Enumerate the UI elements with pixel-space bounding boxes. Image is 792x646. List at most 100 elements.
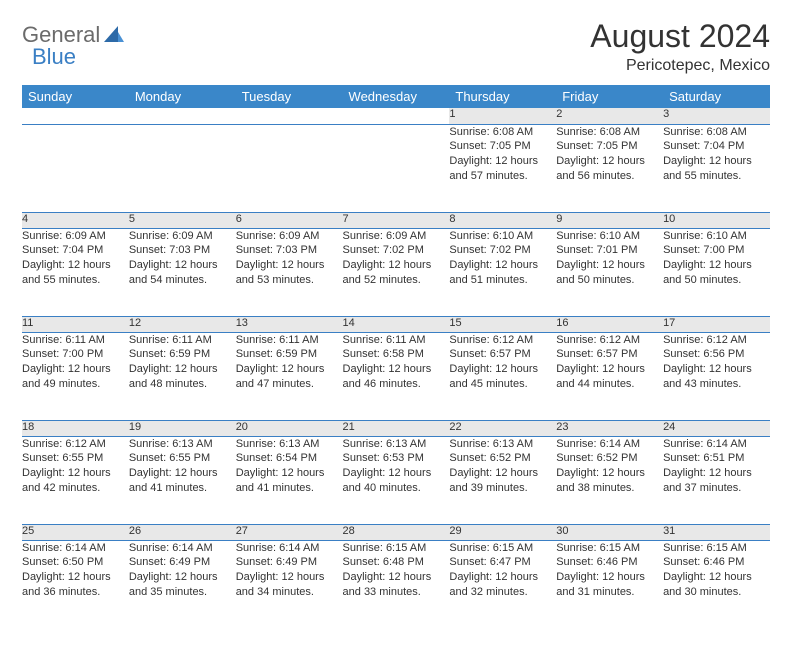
daylight-text: Daylight: 12 hours and 40 minutes. <box>343 466 450 496</box>
day-data-cell: Sunrise: 6:11 AMSunset: 6:58 PMDaylight:… <box>343 332 450 420</box>
weekday-header: Monday <box>129 85 236 108</box>
daylight-text: Daylight: 12 hours and 55 minutes. <box>663 154 770 184</box>
logo-text-blue: Blue <box>32 44 76 69</box>
header: General August 2024 Pericotepec, Mexico <box>22 18 770 75</box>
sunrise-text: Sunrise: 6:13 AM <box>236 437 343 452</box>
day-number-cell: 12 <box>129 316 236 332</box>
daylight-text: Daylight: 12 hours and 38 minutes. <box>556 466 663 496</box>
daynum-row: 18192021222324 <box>22 420 770 436</box>
day-data-cell: Sunrise: 6:09 AMSunset: 7:02 PMDaylight:… <box>343 228 450 316</box>
daynum-row: 45678910 <box>22 212 770 228</box>
day-data-cell: Sunrise: 6:09 AMSunset: 7:04 PMDaylight:… <box>22 228 129 316</box>
sunset-text: Sunset: 6:53 PM <box>343 451 450 466</box>
sunset-text: Sunset: 6:46 PM <box>663 555 770 570</box>
day-data-cell: Sunrise: 6:14 AMSunset: 6:49 PMDaylight:… <box>129 540 236 628</box>
day-data-cell: Sunrise: 6:12 AMSunset: 6:56 PMDaylight:… <box>663 332 770 420</box>
weekday-header: Tuesday <box>236 85 343 108</box>
day-data-cell <box>343 124 450 212</box>
day-number-cell: 31 <box>663 524 770 540</box>
sunrise-text: Sunrise: 6:14 AM <box>663 437 770 452</box>
sunset-text: Sunset: 6:49 PM <box>129 555 236 570</box>
sunrise-text: Sunrise: 6:09 AM <box>22 229 129 244</box>
day-number-cell: 16 <box>556 316 663 332</box>
daylight-text: Daylight: 12 hours and 49 minutes. <box>22 362 129 392</box>
weekday-header: Friday <box>556 85 663 108</box>
day-data-cell: Sunrise: 6:15 AMSunset: 6:48 PMDaylight:… <box>343 540 450 628</box>
weekday-header: Wednesday <box>343 85 450 108</box>
day-number-cell <box>129 108 236 124</box>
sunset-text: Sunset: 7:05 PM <box>449 139 556 154</box>
day-data-cell: Sunrise: 6:12 AMSunset: 6:57 PMDaylight:… <box>556 332 663 420</box>
daylight-text: Daylight: 12 hours and 51 minutes. <box>449 258 556 288</box>
day-number-cell: 8 <box>449 212 556 228</box>
daynum-row: 11121314151617 <box>22 316 770 332</box>
sunset-text: Sunset: 6:57 PM <box>449 347 556 362</box>
sunset-text: Sunset: 6:59 PM <box>129 347 236 362</box>
sunset-text: Sunset: 7:00 PM <box>663 243 770 258</box>
daylight-text: Daylight: 12 hours and 50 minutes. <box>556 258 663 288</box>
day-data-cell: Sunrise: 6:10 AMSunset: 7:02 PMDaylight:… <box>449 228 556 316</box>
sunrise-text: Sunrise: 6:15 AM <box>449 541 556 556</box>
day-number-cell: 30 <box>556 524 663 540</box>
day-number-cell: 3 <box>663 108 770 124</box>
day-data-cell: Sunrise: 6:08 AMSunset: 7:05 PMDaylight:… <box>449 124 556 212</box>
data-row: Sunrise: 6:08 AMSunset: 7:05 PMDaylight:… <box>22 124 770 212</box>
day-number-cell: 27 <box>236 524 343 540</box>
sunset-text: Sunset: 7:05 PM <box>556 139 663 154</box>
day-data-cell: Sunrise: 6:15 AMSunset: 6:46 PMDaylight:… <box>556 540 663 628</box>
day-data-cell: Sunrise: 6:14 AMSunset: 6:52 PMDaylight:… <box>556 436 663 524</box>
sunset-text: Sunset: 6:49 PM <box>236 555 343 570</box>
sunset-text: Sunset: 7:03 PM <box>129 243 236 258</box>
data-row: Sunrise: 6:12 AMSunset: 6:55 PMDaylight:… <box>22 436 770 524</box>
sunrise-text: Sunrise: 6:10 AM <box>556 229 663 244</box>
daylight-text: Daylight: 12 hours and 35 minutes. <box>129 570 236 600</box>
daylight-text: Daylight: 12 hours and 56 minutes. <box>556 154 663 184</box>
sunset-text: Sunset: 6:54 PM <box>236 451 343 466</box>
sunset-text: Sunset: 6:52 PM <box>449 451 556 466</box>
sunrise-text: Sunrise: 6:08 AM <box>556 125 663 140</box>
day-number-cell: 9 <box>556 212 663 228</box>
day-number-cell <box>236 108 343 124</box>
logo-triangle-icon <box>104 26 124 47</box>
daylight-text: Daylight: 12 hours and 50 minutes. <box>663 258 770 288</box>
sunrise-text: Sunrise: 6:13 AM <box>129 437 236 452</box>
day-data-cell: Sunrise: 6:13 AMSunset: 6:55 PMDaylight:… <box>129 436 236 524</box>
daylight-text: Daylight: 12 hours and 34 minutes. <box>236 570 343 600</box>
day-number-cell: 18 <box>22 420 129 436</box>
day-number-cell: 25 <box>22 524 129 540</box>
daylight-text: Daylight: 12 hours and 41 minutes. <box>236 466 343 496</box>
day-number-cell: 10 <box>663 212 770 228</box>
day-data-cell: Sunrise: 6:09 AMSunset: 7:03 PMDaylight:… <box>129 228 236 316</box>
weekday-header-row: Sunday Monday Tuesday Wednesday Thursday… <box>22 85 770 108</box>
daylight-text: Daylight: 12 hours and 43 minutes. <box>663 362 770 392</box>
day-number-cell: 17 <box>663 316 770 332</box>
day-number-cell: 15 <box>449 316 556 332</box>
daylight-text: Daylight: 12 hours and 41 minutes. <box>129 466 236 496</box>
sunset-text: Sunset: 6:58 PM <box>343 347 450 362</box>
day-data-cell: Sunrise: 6:08 AMSunset: 7:04 PMDaylight:… <box>663 124 770 212</box>
daylight-text: Daylight: 12 hours and 55 minutes. <box>22 258 129 288</box>
sunrise-text: Sunrise: 6:12 AM <box>663 333 770 348</box>
day-data-cell: Sunrise: 6:13 AMSunset: 6:52 PMDaylight:… <box>449 436 556 524</box>
day-data-cell <box>236 124 343 212</box>
location: Pericotepec, Mexico <box>590 57 770 75</box>
day-data-cell <box>22 124 129 212</box>
sunrise-text: Sunrise: 6:15 AM <box>343 541 450 556</box>
day-number-cell: 5 <box>129 212 236 228</box>
day-data-cell: Sunrise: 6:15 AMSunset: 6:47 PMDaylight:… <box>449 540 556 628</box>
sunset-text: Sunset: 7:02 PM <box>343 243 450 258</box>
data-row: Sunrise: 6:09 AMSunset: 7:04 PMDaylight:… <box>22 228 770 316</box>
day-data-cell: Sunrise: 6:13 AMSunset: 6:54 PMDaylight:… <box>236 436 343 524</box>
day-number-cell <box>22 108 129 124</box>
sunrise-text: Sunrise: 6:09 AM <box>129 229 236 244</box>
day-data-cell: Sunrise: 6:10 AMSunset: 7:00 PMDaylight:… <box>663 228 770 316</box>
sunrise-text: Sunrise: 6:14 AM <box>236 541 343 556</box>
daylight-text: Daylight: 12 hours and 39 minutes. <box>449 466 556 496</box>
day-number-cell: 21 <box>343 420 450 436</box>
day-number-cell: 6 <box>236 212 343 228</box>
sunset-text: Sunset: 6:56 PM <box>663 347 770 362</box>
day-number-cell <box>343 108 450 124</box>
daylight-text: Daylight: 12 hours and 48 minutes. <box>129 362 236 392</box>
sunrise-text: Sunrise: 6:11 AM <box>22 333 129 348</box>
sunset-text: Sunset: 7:01 PM <box>556 243 663 258</box>
